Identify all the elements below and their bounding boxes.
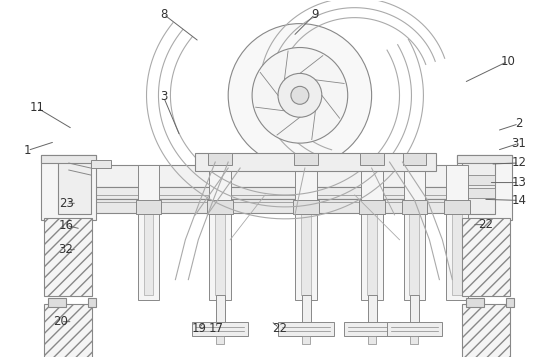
Bar xyxy=(462,218,510,296)
Bar xyxy=(462,175,495,185)
Bar xyxy=(91,199,465,213)
Bar xyxy=(457,155,512,220)
Text: 19: 19 xyxy=(192,321,207,335)
Bar xyxy=(58,162,91,214)
Bar xyxy=(91,165,465,187)
Bar xyxy=(452,205,462,295)
Bar xyxy=(41,155,96,163)
Bar xyxy=(192,323,248,337)
Bar xyxy=(445,200,470,214)
Bar xyxy=(344,323,399,337)
Bar xyxy=(404,165,425,300)
Bar xyxy=(401,200,427,214)
Bar xyxy=(506,297,514,308)
Bar xyxy=(301,205,311,295)
Text: 22: 22 xyxy=(478,218,493,231)
Text: 1: 1 xyxy=(24,144,32,157)
Bar xyxy=(44,218,92,296)
Bar xyxy=(410,337,419,344)
Text: 16: 16 xyxy=(59,219,74,232)
Bar xyxy=(302,337,310,344)
Bar xyxy=(359,200,384,214)
Bar xyxy=(387,323,442,337)
Text: 20: 20 xyxy=(53,315,68,328)
Bar xyxy=(409,205,419,295)
Bar xyxy=(446,165,468,300)
Text: 2: 2 xyxy=(515,117,523,130)
Bar xyxy=(462,162,495,214)
Bar xyxy=(293,200,319,214)
Text: 13: 13 xyxy=(512,176,526,189)
Bar xyxy=(403,153,426,165)
Bar xyxy=(44,304,92,358)
Bar xyxy=(294,153,318,165)
Bar xyxy=(135,200,161,214)
Bar xyxy=(195,153,436,171)
Bar xyxy=(41,155,96,220)
Text: 22: 22 xyxy=(272,321,287,335)
Bar xyxy=(457,155,512,163)
Bar xyxy=(88,297,96,308)
Bar xyxy=(144,205,154,295)
Bar xyxy=(215,205,225,295)
Text: 31: 31 xyxy=(512,137,526,150)
Bar xyxy=(91,187,465,199)
Text: 3: 3 xyxy=(160,91,167,103)
Bar xyxy=(361,165,383,300)
Text: 32: 32 xyxy=(59,243,74,256)
Text: 12: 12 xyxy=(512,156,526,169)
Text: 17: 17 xyxy=(208,321,223,335)
Text: 10: 10 xyxy=(500,55,515,68)
Bar xyxy=(208,153,232,165)
Bar xyxy=(91,160,111,168)
Bar xyxy=(368,337,375,344)
Bar xyxy=(209,165,231,300)
Circle shape xyxy=(291,86,309,104)
Bar xyxy=(216,295,225,323)
Bar xyxy=(48,297,66,308)
Bar xyxy=(466,297,484,308)
Bar xyxy=(410,295,419,323)
Bar xyxy=(295,165,317,300)
Bar xyxy=(462,304,510,358)
Bar xyxy=(368,295,377,323)
Circle shape xyxy=(252,48,348,143)
Text: 8: 8 xyxy=(160,8,167,21)
Bar xyxy=(302,295,311,323)
Bar xyxy=(367,205,377,295)
Text: 9: 9 xyxy=(311,8,319,21)
Bar xyxy=(462,188,495,198)
Circle shape xyxy=(228,24,372,167)
Bar xyxy=(216,337,224,344)
Text: 11: 11 xyxy=(29,101,44,114)
Text: 23: 23 xyxy=(59,197,74,210)
Circle shape xyxy=(278,73,322,117)
Bar xyxy=(278,323,334,337)
Bar xyxy=(359,153,384,165)
Text: 14: 14 xyxy=(512,194,526,207)
Bar xyxy=(207,200,233,214)
Bar xyxy=(138,165,159,300)
